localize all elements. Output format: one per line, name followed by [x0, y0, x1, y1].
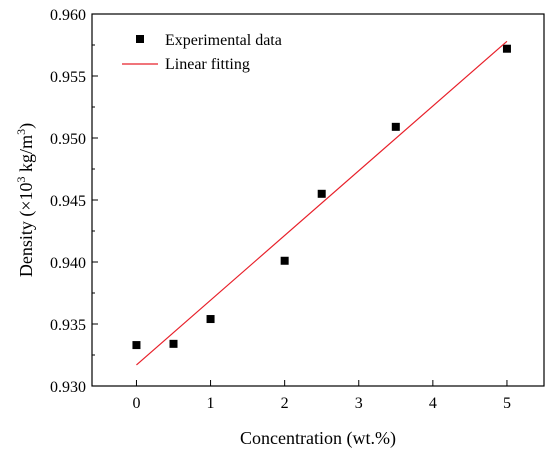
x-tick-label: 4: [429, 395, 437, 412]
data-point: [169, 339, 178, 348]
y-tick-label: 0.930: [50, 379, 86, 396]
legend-label-experimental: Experimental data: [165, 32, 282, 49]
y-tick-label: 0.945: [50, 193, 86, 210]
y-tick-label: 0.960: [50, 7, 86, 24]
legend-marker-experimental: [136, 35, 144, 43]
y-axis-title-suffix: ): [16, 123, 37, 129]
x-tick-label: 3: [355, 395, 363, 412]
data-point: [502, 44, 511, 53]
legend-label-fit: Linear fitting: [165, 56, 250, 73]
x-axis-title: Concentration (wt.%): [240, 428, 396, 449]
y-tick-label: 0.940: [50, 255, 86, 272]
data-point: [206, 315, 215, 324]
x-tick-label: 5: [503, 395, 511, 412]
y-tick-label: 0.955: [50, 69, 86, 86]
y-axis-title: Density (×103 kg/m3): [14, 123, 37, 277]
legend: Experimental data Linear fitting: [122, 32, 282, 73]
x-tick-label: 2: [281, 395, 289, 412]
data-point: [317, 189, 326, 198]
fit-line: [136, 40, 508, 366]
y-axis-title-exp: 3: [14, 176, 28, 182]
y-tick-label: 0.935: [50, 317, 86, 334]
plot-frame: [91, 13, 545, 387]
axis-ticks: 0 1 2 3 4 5 0.930 0.935 0.940 0.945 0.950 0.955 0.96…: [50, 7, 511, 412]
y-tick-label: 0.950: [50, 131, 86, 148]
y-axis-title-prefix: Density (×10: [16, 182, 37, 277]
x-tick-label: 0: [132, 395, 140, 412]
y-axis-title-middle: kg/m: [16, 135, 36, 177]
y-axis-title-exp2: 3: [14, 129, 28, 135]
x-tick-label: 1: [207, 395, 215, 412]
data-point: [391, 122, 400, 131]
chart-marks: [132, 40, 511, 366]
data-point: [280, 256, 289, 265]
data-point: [132, 341, 141, 350]
